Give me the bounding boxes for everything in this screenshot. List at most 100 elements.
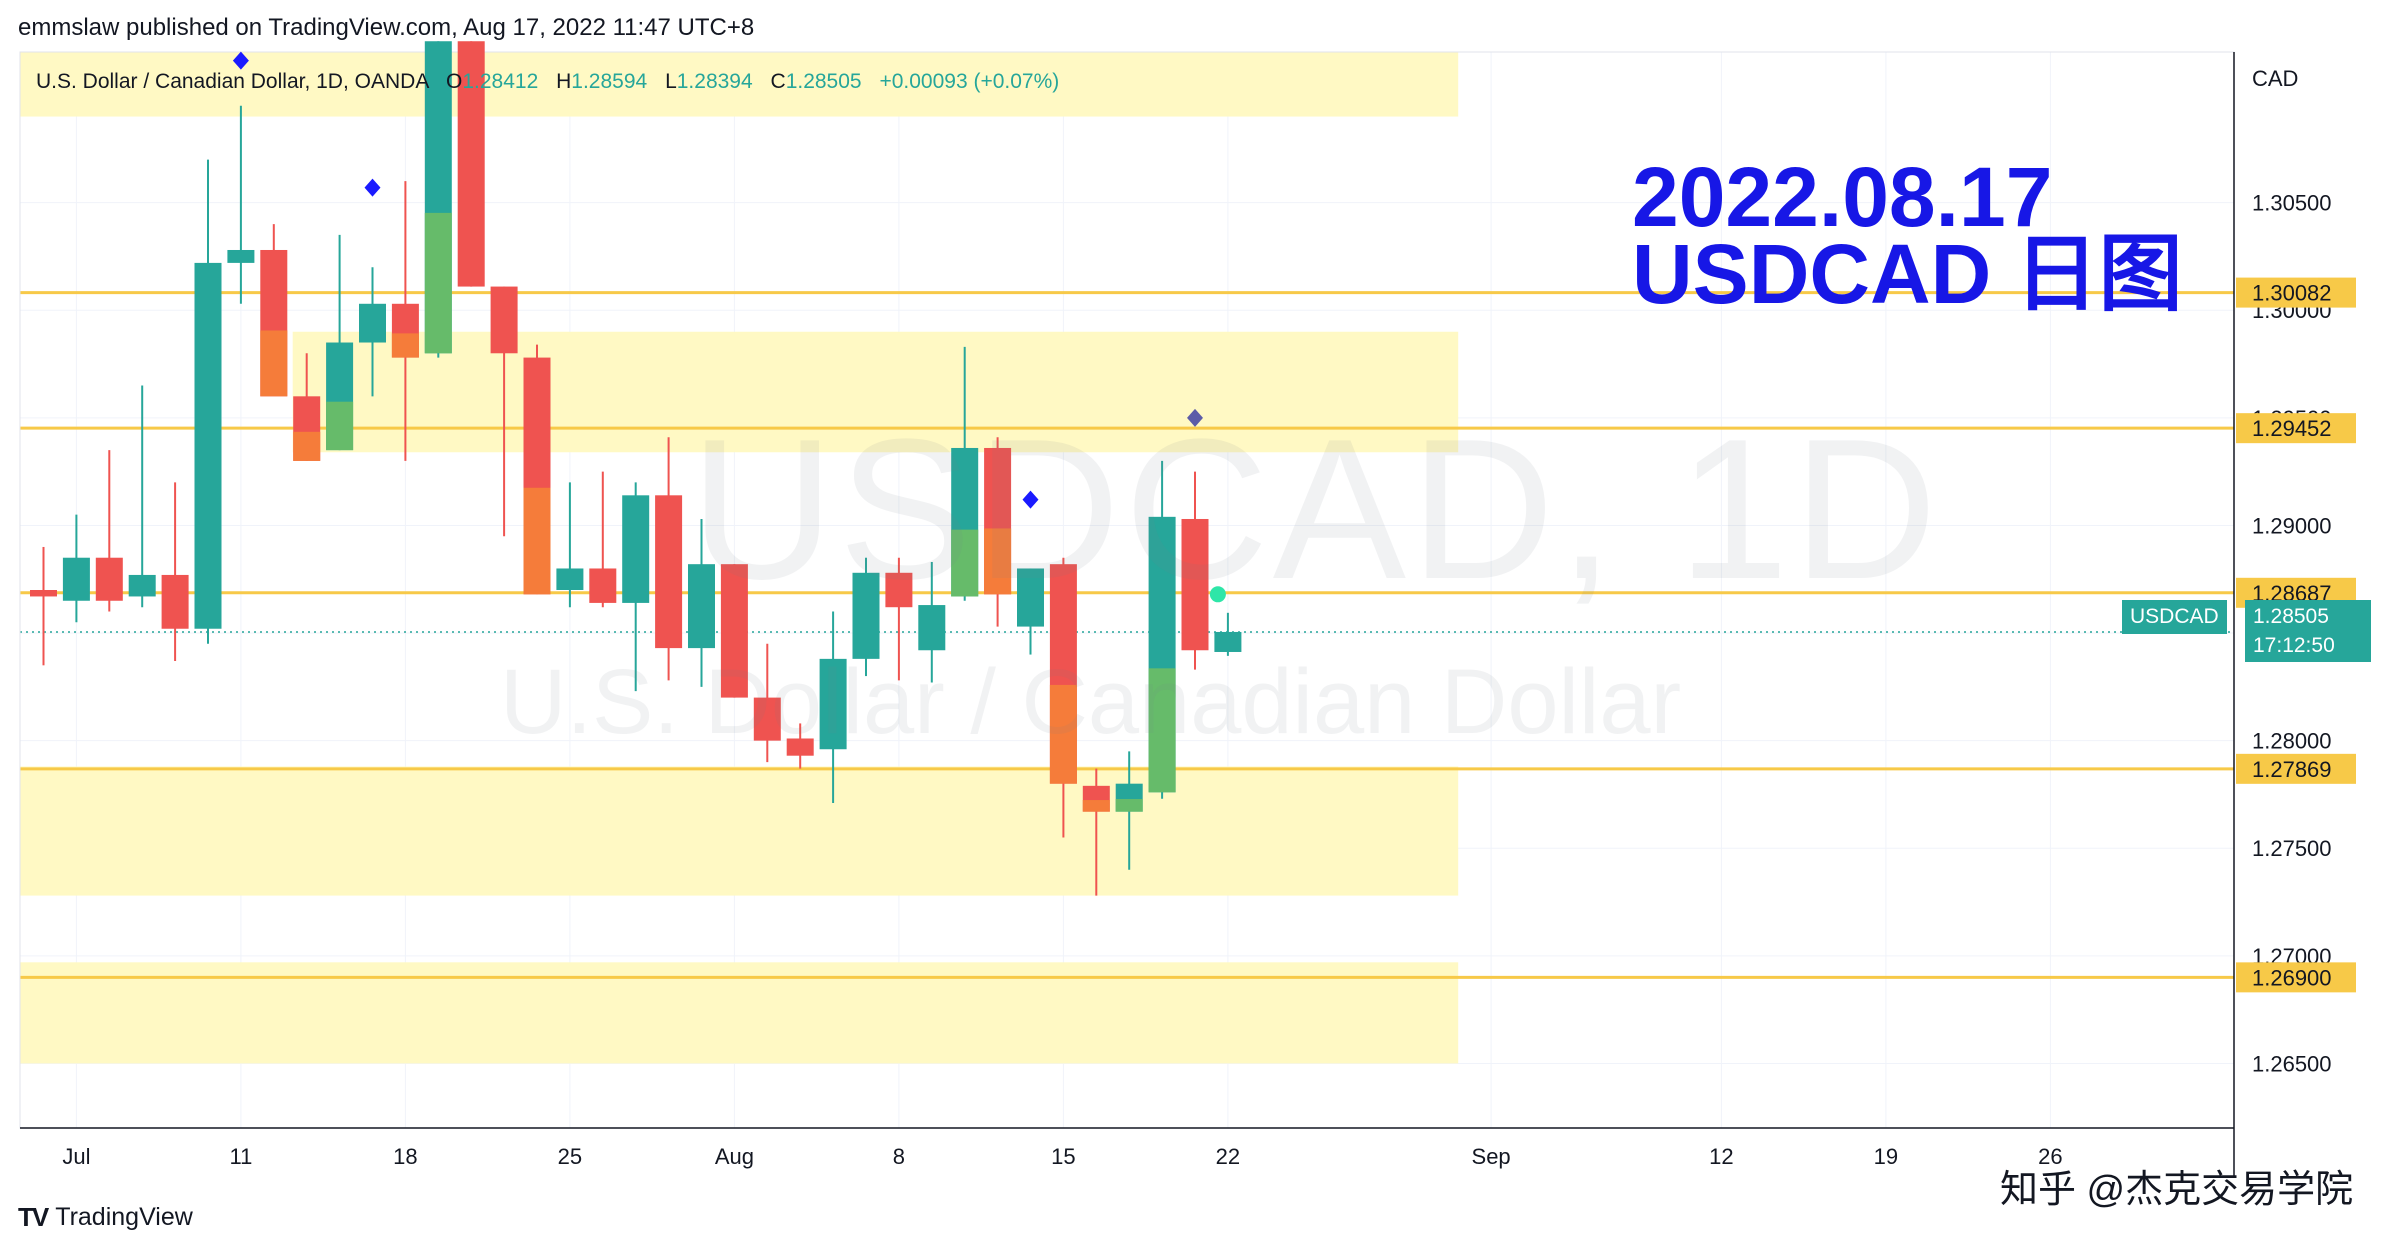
chart-frame [19,51,2235,1178]
annotation-title: USDCAD 日图 [1632,227,2183,321]
level-price-tag [2236,962,2356,993]
candle-body [753,697,781,741]
legend-high-value: 1.28594 [571,70,648,93]
legend-close-label: C [770,70,786,93]
candle-body [161,574,189,629]
legend-high-label: H [556,70,572,93]
legend-open-label: O [446,70,463,93]
level-price-tag [2236,413,2356,444]
signal-circle [1209,586,1226,603]
brand-name: TradingView [55,1203,193,1231]
ohlc-legend: U.S. Dollar / Canadian Dollar, 1D, OANDA… [36,70,1059,94]
bar-countdown: 17:12:50 [2253,634,2335,657]
time-tick-label: 25 [558,1144,582,1169]
price-tick-label: 1.26500 [2252,1051,2332,1076]
legend-low-label: L [665,70,677,93]
candle-body [128,574,156,597]
tradingview-brand[interactable]: TV TradingView [18,1202,193,1233]
level-price-label: 1.29452 [2252,416,2332,441]
legend-change: +0.00093 (+0.07%) [879,70,1060,93]
candle-body [62,557,90,601]
candle-body-highlight [984,528,1012,595]
signal-diamond [364,178,381,197]
time-tick-label: Sep [1472,1144,1511,1169]
candle-body [194,262,222,629]
price-tick-label: 1.30500 [2252,191,2332,216]
price-tick-label: 1.27500 [2252,836,2332,861]
level-price-label: 1.30082 [2252,281,2332,306]
level-price-tag [2236,753,2356,784]
candle-body [1017,568,1044,627]
candle-body [490,286,518,354]
candle-body-highlight [1115,799,1143,812]
watermark-name: U.S. Dollar / Canadian Dollar [500,651,1682,753]
candle-body [1214,631,1242,652]
zones [20,52,1459,1064]
candle-body [655,495,683,649]
publish-line: emmslaw published on TradingView.com, Au… [18,14,755,41]
currency-label: CAD [2252,66,2299,91]
candle-body [227,249,255,263]
legend-symbol[interactable]: U.S. Dollar / Canadian Dollar, 1D, OANDA [36,70,429,93]
candle-body [1181,518,1209,651]
candle-body [556,568,584,590]
markers [232,51,1226,603]
time-tick-label: 8 [893,1144,905,1169]
candle-body-highlight [326,401,354,451]
signal-diamond [232,51,249,70]
candle-body [688,564,715,649]
level-price-label: 1.26900 [2252,965,2332,990]
candle-body [359,303,386,343]
support-resistance-zone [20,962,1459,1064]
annotation-date: 2022.08.17 [1632,150,2053,244]
candle-body [589,568,617,603]
candle-body-highlight [1082,800,1110,812]
legend-low-value: 1.28394 [676,70,753,93]
candle-body-highlight [424,212,452,354]
price-tick-label: 1.29000 [2252,513,2332,538]
time-tick-label: Jul [62,1144,90,1169]
current-price: 1.28505 [2253,605,2329,628]
price-tick-label: 1.28000 [2252,729,2332,754]
time-tick-label: 19 [1874,1144,1898,1169]
candle-body-highlight [391,333,419,358]
candle-body-highlight [260,330,288,397]
support-resistance-zone [20,766,1459,896]
signal-diamond [1022,490,1039,509]
level-lines [20,291,2234,979]
time-tick-label: 22 [1216,1144,1240,1169]
time-tick-label: 12 [1709,1144,1733,1169]
time-tick-label: 11 [229,1144,252,1169]
candles [30,41,1242,896]
candle-body [720,564,748,698]
candle-body [852,572,880,659]
candle-body-highlight [951,529,979,597]
time-tick-label: 26 [2038,1144,2062,1169]
candle-body-highlight [293,431,321,461]
symbol-badge: USDCAD [2122,600,2227,634]
candle-body [30,590,57,597]
tradingview-logo-icon: TV [18,1202,49,1232]
support-resistance-zone [292,331,1459,453]
legend-open-value: 1.28412 [462,70,539,93]
signal-diamond [1187,408,1203,427]
price-axis: 1.305001.300001.295001.290001.285001.280… [2236,191,2356,1076]
time-tick-label: 15 [1051,1144,1075,1169]
current-price-badge: 1.28505 17:12:50 [2245,600,2371,662]
legend-close-value: 1.28505 [785,70,862,93]
time-tick-label: 18 [393,1144,417,1169]
candle-body-highlight [1049,684,1077,784]
level-price-label: 1.27869 [2252,757,2332,782]
candle-body [95,557,123,601]
candle-body [885,572,913,608]
time-axis: Jul 11 18 25 Aug 8 15 22 Sep 12 19 26 [62,1144,2062,1169]
candle-body [819,658,847,750]
source-watermark: 知乎 @杰克交易学院 [2000,1169,2354,1211]
level-price-tag [2236,277,2356,308]
candle-body [786,738,814,756]
time-tick-label: Aug [715,1144,754,1169]
watermark-symbol: USDCAD, 1D [690,398,1942,621]
candle-body-highlight [523,487,551,595]
candle-body [457,41,485,287]
